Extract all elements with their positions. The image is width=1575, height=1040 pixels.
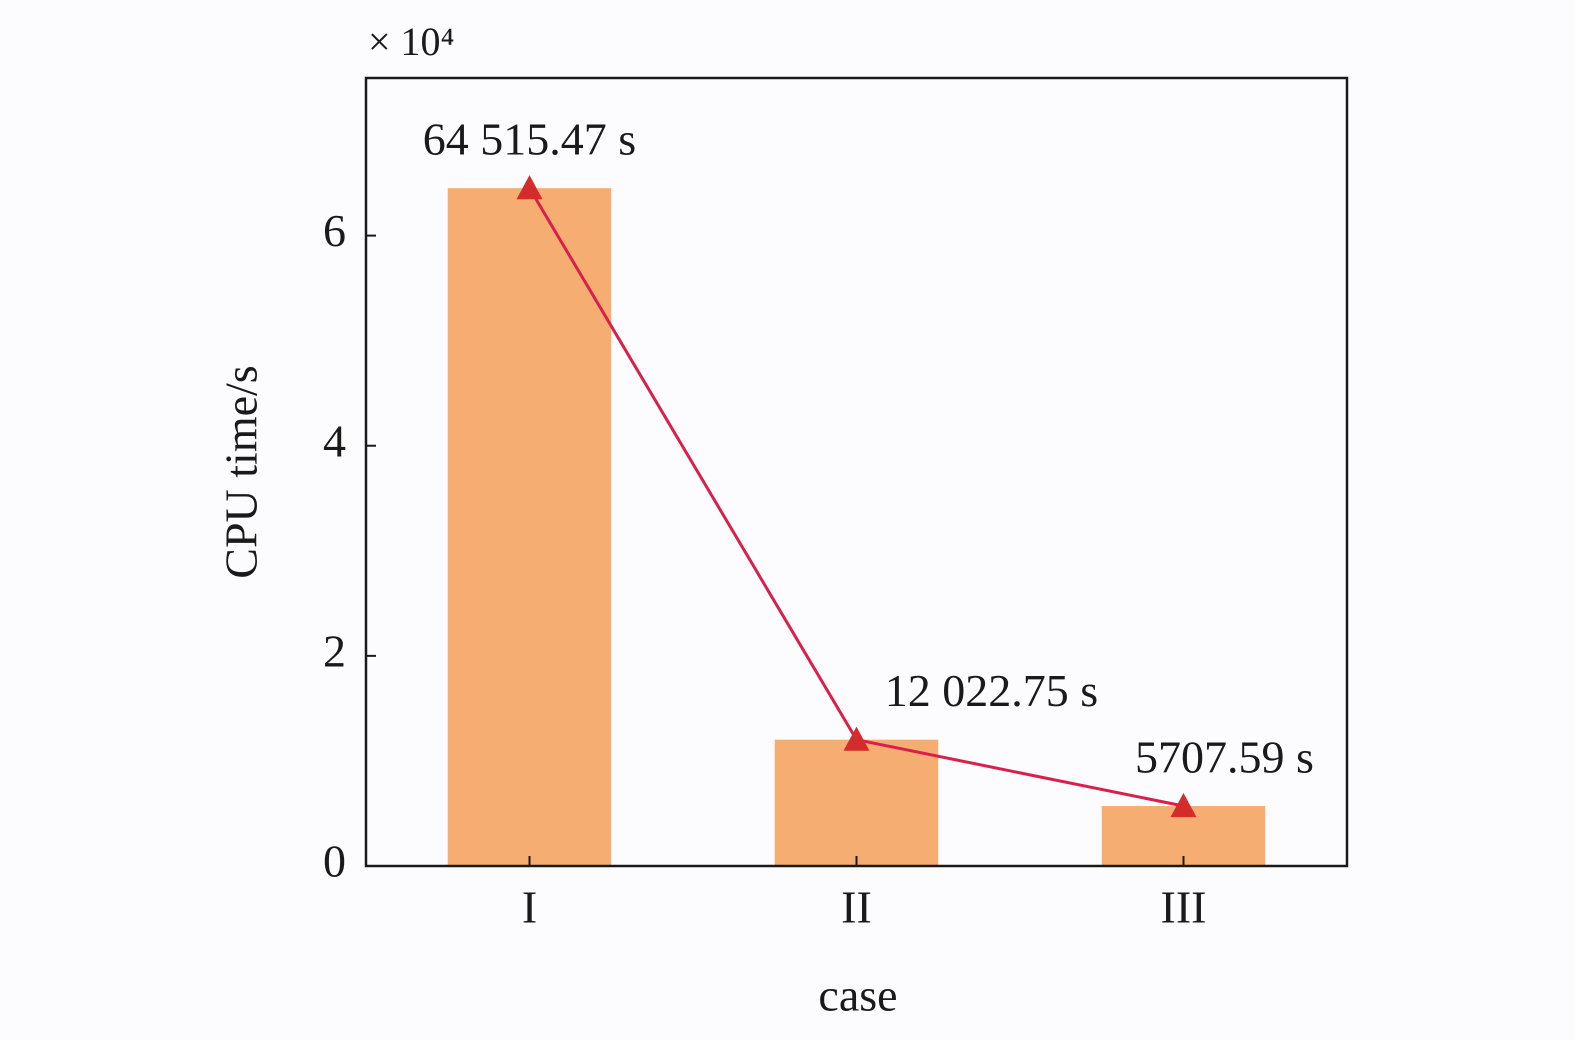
y-tick-label: 2 xyxy=(323,625,346,676)
value-label: 12 022.75 s xyxy=(885,665,1098,716)
value-label: 64 515.47 s xyxy=(423,114,636,165)
x-tick-label: III xyxy=(1161,882,1207,933)
marker xyxy=(843,726,870,751)
value-label: 5707.59 s xyxy=(1135,732,1314,783)
x-axis-title: case xyxy=(818,970,897,1021)
y-tick-label: 0 xyxy=(323,836,346,887)
y-tick-label: 6 xyxy=(323,205,346,256)
y-multiplier: × 10⁴ xyxy=(368,19,455,64)
x-tick-label: II xyxy=(841,882,872,933)
y-tick-label: 4 xyxy=(323,415,346,466)
bar xyxy=(447,188,612,866)
x-tick-label: I xyxy=(522,882,537,933)
marker xyxy=(1170,793,1197,818)
bar xyxy=(774,739,939,866)
plot-frame xyxy=(364,76,1349,868)
y-axis-title: CPU time/s xyxy=(216,365,267,578)
marker xyxy=(516,175,543,200)
